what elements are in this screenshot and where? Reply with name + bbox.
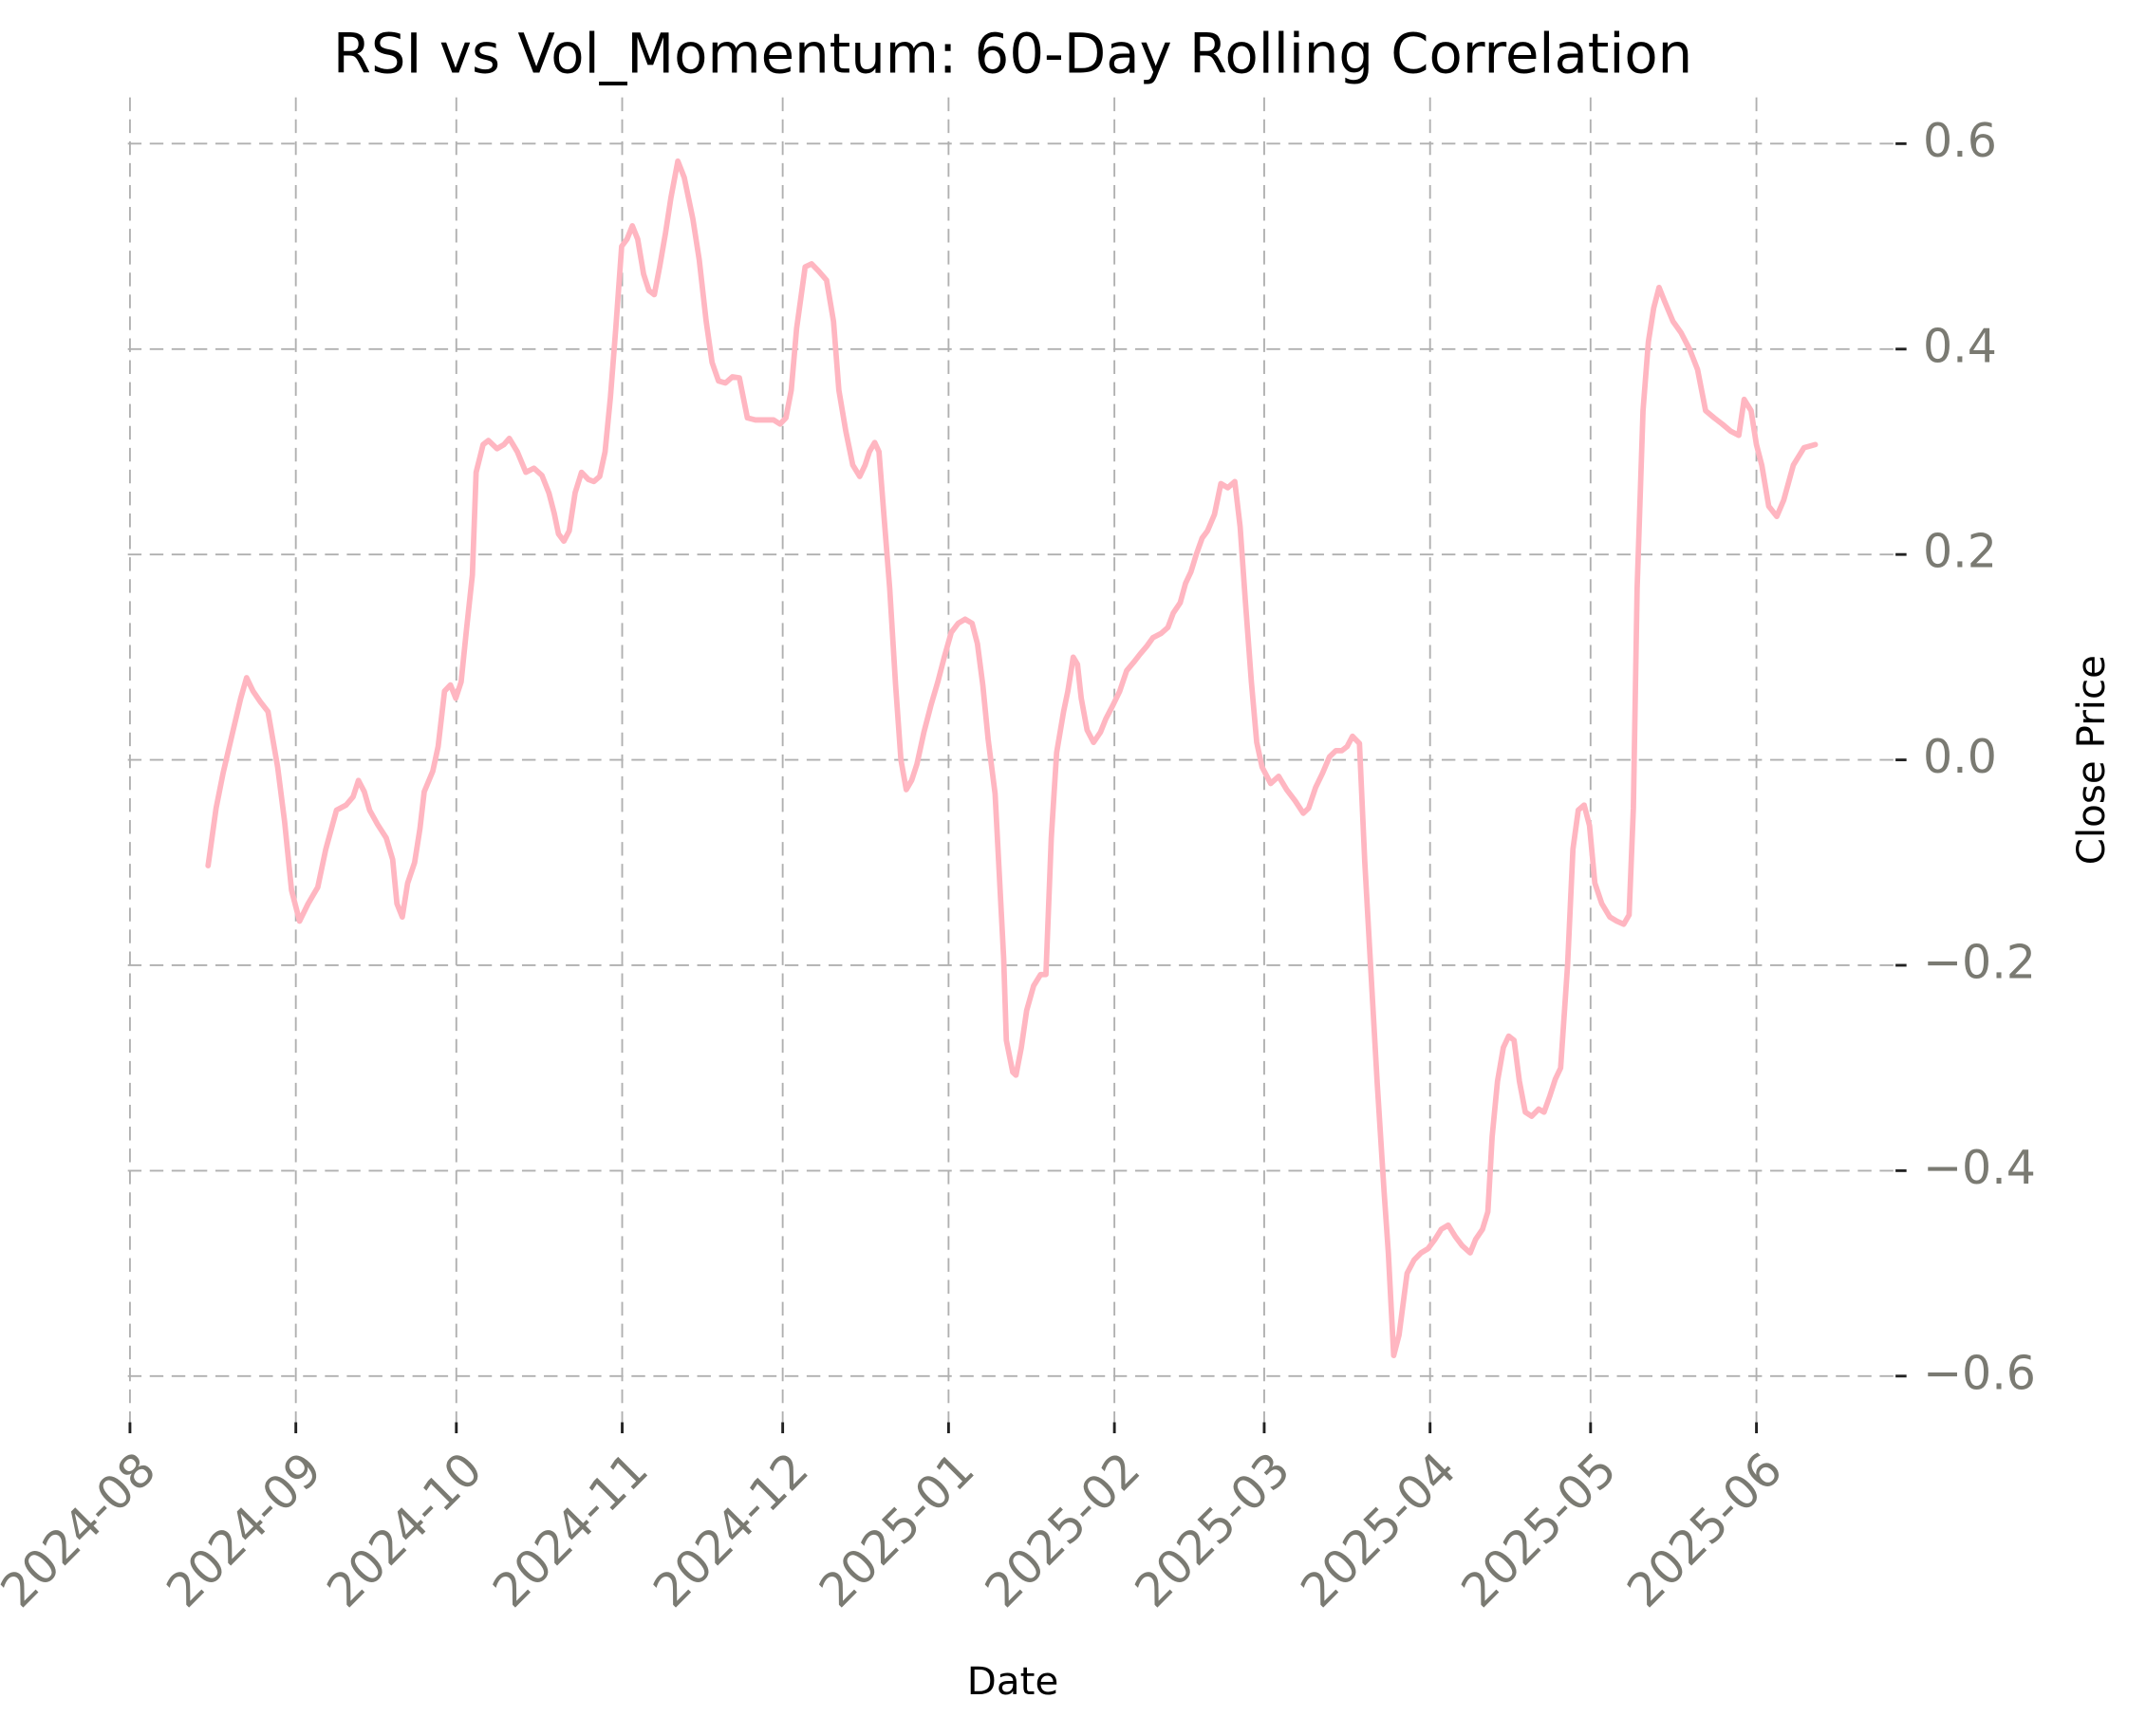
y-tick-label: −0.2 [1923,934,2036,989]
x-tick-label: 2024-10 [316,1442,493,1618]
y-tick-label: −0.6 [1923,1345,2036,1400]
x-axis-label: Date [967,1659,1058,1704]
x-tick-label: 2024-09 [156,1442,332,1618]
y-tick-label: 0.4 [1923,318,1997,373]
x-tick-label: 2025-03 [1124,1442,1300,1618]
x-tick-label: 2025-04 [1290,1442,1466,1618]
x-tick-label: 2025-01 [809,1442,985,1618]
line-series [205,158,1819,1359]
y-axis-label: Close Price [2069,655,2114,865]
x-tick-label: 2024-12 [643,1442,819,1618]
y-tick-label: 0.2 [1923,524,1997,579]
y-tick-label: −0.4 [1923,1140,2036,1195]
x-tick-label: 2025-05 [1450,1442,1627,1618]
y-tick-label: 0.6 [1923,113,1997,168]
x-tick-label: 2025-06 [1616,1442,1793,1618]
x-tick-label: 2025-02 [975,1442,1151,1618]
x-tick-label: 2024-08 [0,1442,166,1618]
chart-title: RSI vs Vol_Momentum: 60-Day Rolling Corr… [333,21,1692,85]
y-tick-label: 0.0 [1923,729,1997,784]
x-tick-label: 2024-11 [482,1442,659,1618]
